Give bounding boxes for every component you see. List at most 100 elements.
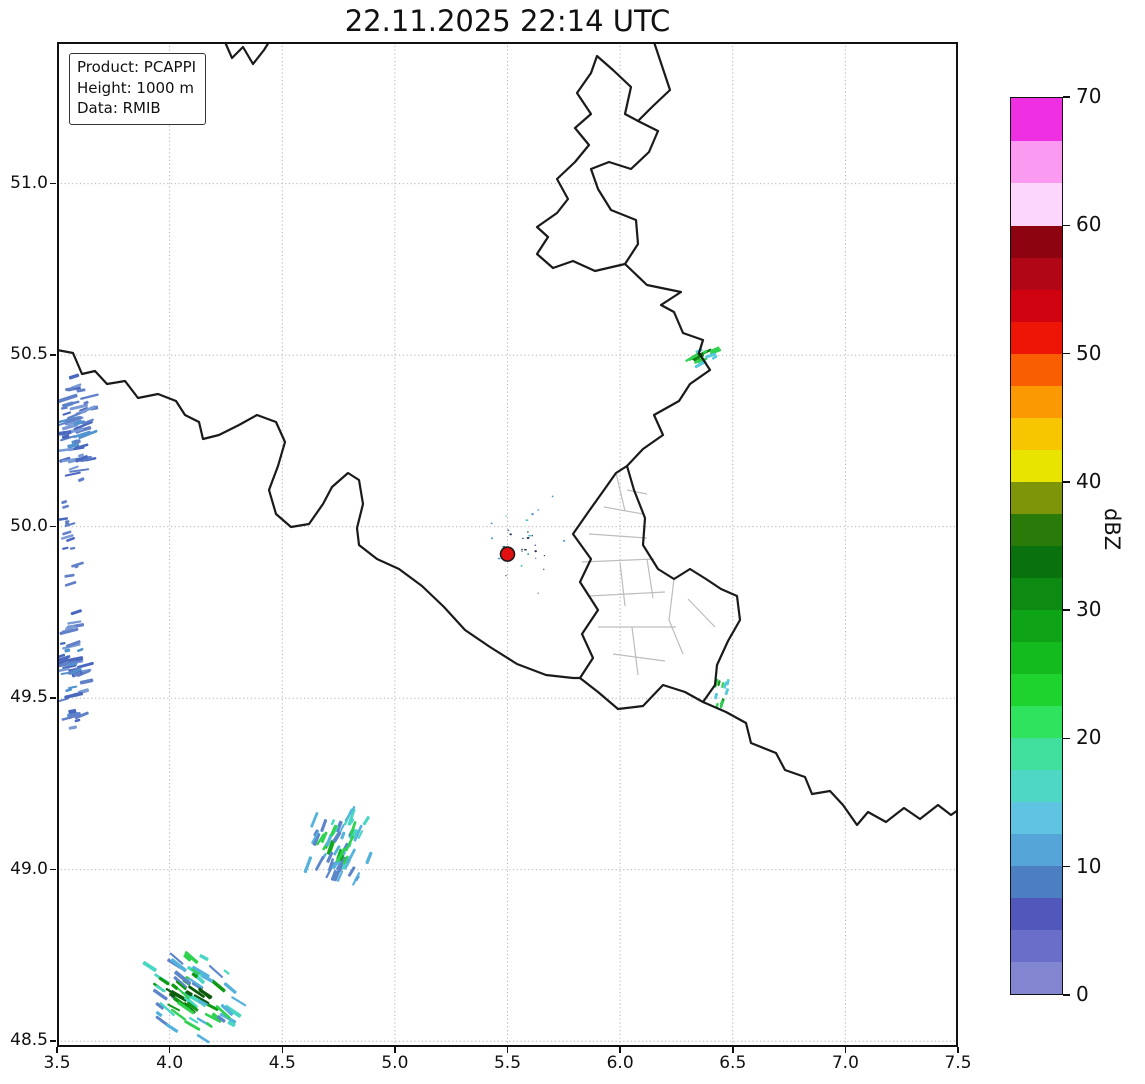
colorbar-band bbox=[1011, 354, 1062, 387]
echo-pixel bbox=[83, 400, 89, 405]
echo-pixel bbox=[77, 477, 85, 483]
echo-pixel bbox=[74, 443, 89, 450]
echo-pixel bbox=[165, 1023, 179, 1033]
echo-pixel bbox=[336, 848, 342, 860]
source-line: Data: RMIB bbox=[77, 99, 161, 118]
echo-pixel bbox=[155, 1011, 163, 1017]
echo-pixel bbox=[62, 411, 72, 416]
y-tick-label: 51.0 bbox=[10, 172, 48, 193]
colorbar-gradient bbox=[1011, 98, 1062, 994]
echo-pixel bbox=[61, 500, 68, 505]
border-germany-france bbox=[701, 700, 958, 827]
echo-pixel bbox=[520, 564, 523, 567]
colorbar-tick-mark bbox=[1063, 609, 1070, 611]
echo-pixel bbox=[65, 640, 81, 648]
radar-site-dot bbox=[499, 546, 516, 562]
echo-pixel bbox=[175, 980, 187, 991]
border-belgium-germany-netherlands bbox=[589, 42, 712, 468]
echo-pixel bbox=[200, 973, 214, 983]
echo-pixel bbox=[357, 830, 364, 839]
echo-pixel bbox=[507, 529, 510, 532]
echo-pixel bbox=[59, 641, 66, 645]
echo-pixel bbox=[310, 812, 319, 828]
echo-pixel bbox=[74, 718, 81, 723]
echo-pixel bbox=[168, 993, 176, 998]
echo-pixel bbox=[543, 568, 545, 571]
echo-pixel bbox=[705, 352, 717, 359]
echo-pixel bbox=[347, 866, 356, 877]
echo-pixel bbox=[694, 360, 707, 369]
colorbar-tick-label: 70 bbox=[1076, 84, 1102, 108]
colorbar-band bbox=[1011, 962, 1062, 994]
colorbar-band bbox=[1011, 140, 1062, 184]
echo-pixel bbox=[184, 1020, 201, 1031]
x-tick-label: 6.5 bbox=[719, 1053, 747, 1073]
echo-pixel bbox=[73, 430, 91, 439]
colorbar-band bbox=[1011, 450, 1062, 482]
echo-pixel bbox=[155, 985, 166, 993]
echo-pixel bbox=[347, 808, 356, 826]
echo-pixel bbox=[159, 1002, 175, 1017]
echo-pixel bbox=[188, 985, 205, 998]
echo-pixel bbox=[521, 548, 523, 551]
echo-pixel bbox=[527, 553, 530, 556]
colorbar-band bbox=[1011, 514, 1062, 546]
echo-pixel bbox=[61, 434, 70, 440]
echo-pixel bbox=[562, 539, 566, 542]
echo-pixel bbox=[64, 522, 76, 528]
echo-pixel bbox=[723, 681, 728, 689]
echo-pixel bbox=[185, 990, 193, 997]
echo-pixel bbox=[57, 697, 69, 705]
colorbar-tick-mark bbox=[1063, 994, 1070, 996]
x-tick-mark bbox=[957, 1047, 959, 1053]
luxembourg-district-borders bbox=[581, 472, 716, 676]
echo-pixel bbox=[505, 515, 507, 517]
colorbar bbox=[1010, 97, 1063, 995]
echo-pixel bbox=[61, 400, 80, 407]
colorbar-tick-label: 20 bbox=[1076, 725, 1102, 750]
echo-pixel bbox=[64, 471, 81, 477]
gridlines bbox=[57, 42, 958, 1047]
echo-pixel bbox=[152, 988, 168, 1001]
echo-pixel bbox=[339, 854, 345, 861]
echo-pixel bbox=[64, 691, 84, 699]
colorbar-band bbox=[1011, 802, 1062, 834]
echo-pixel bbox=[714, 692, 718, 700]
echo-pixel bbox=[167, 1003, 181, 1012]
y-tick-mark bbox=[50, 525, 56, 528]
colorbar-band bbox=[1011, 546, 1062, 578]
echo-pixel bbox=[721, 682, 725, 688]
echo-pixel bbox=[57, 447, 74, 453]
border-france-belgium bbox=[57, 348, 582, 680]
y-tick-label: 50.0 bbox=[10, 515, 48, 536]
y-tick-label: 48.5 bbox=[10, 1030, 48, 1051]
echo-pixel bbox=[204, 1002, 219, 1012]
echo-pixel bbox=[59, 660, 77, 667]
echo-pixel bbox=[314, 856, 325, 871]
echo-pixel bbox=[60, 534, 74, 540]
colorbar-band bbox=[1011, 642, 1062, 674]
echo-pixel bbox=[64, 648, 71, 653]
echo-pixel bbox=[74, 711, 89, 720]
country-borders bbox=[57, 42, 958, 827]
echo-pixel bbox=[67, 458, 77, 464]
echo-pixel bbox=[64, 581, 77, 587]
figure-title: 22.11.2025 22:14 UTC bbox=[344, 4, 671, 38]
echo-pixel bbox=[67, 656, 84, 663]
echo-pixel bbox=[208, 965, 224, 978]
echo-pixel bbox=[74, 439, 81, 444]
precipitation-echoes bbox=[57, 346, 730, 1044]
echo-pixel bbox=[191, 972, 199, 979]
echo-pixel bbox=[76, 669, 91, 677]
echo-pixel bbox=[57, 667, 70, 673]
echo-pixel bbox=[189, 1017, 199, 1024]
colorbar-tick-label: 50 bbox=[1076, 340, 1102, 365]
echo-pixel bbox=[68, 373, 80, 380]
colorbar-band bbox=[1011, 706, 1062, 738]
x-tick-mark bbox=[56, 1047, 58, 1053]
x-tick-label: 7.5 bbox=[944, 1053, 972, 1073]
echo-pixel bbox=[73, 420, 83, 426]
colorbar-band bbox=[1011, 290, 1062, 322]
echo-pixel bbox=[193, 994, 210, 1004]
echo-pixel bbox=[67, 442, 80, 449]
